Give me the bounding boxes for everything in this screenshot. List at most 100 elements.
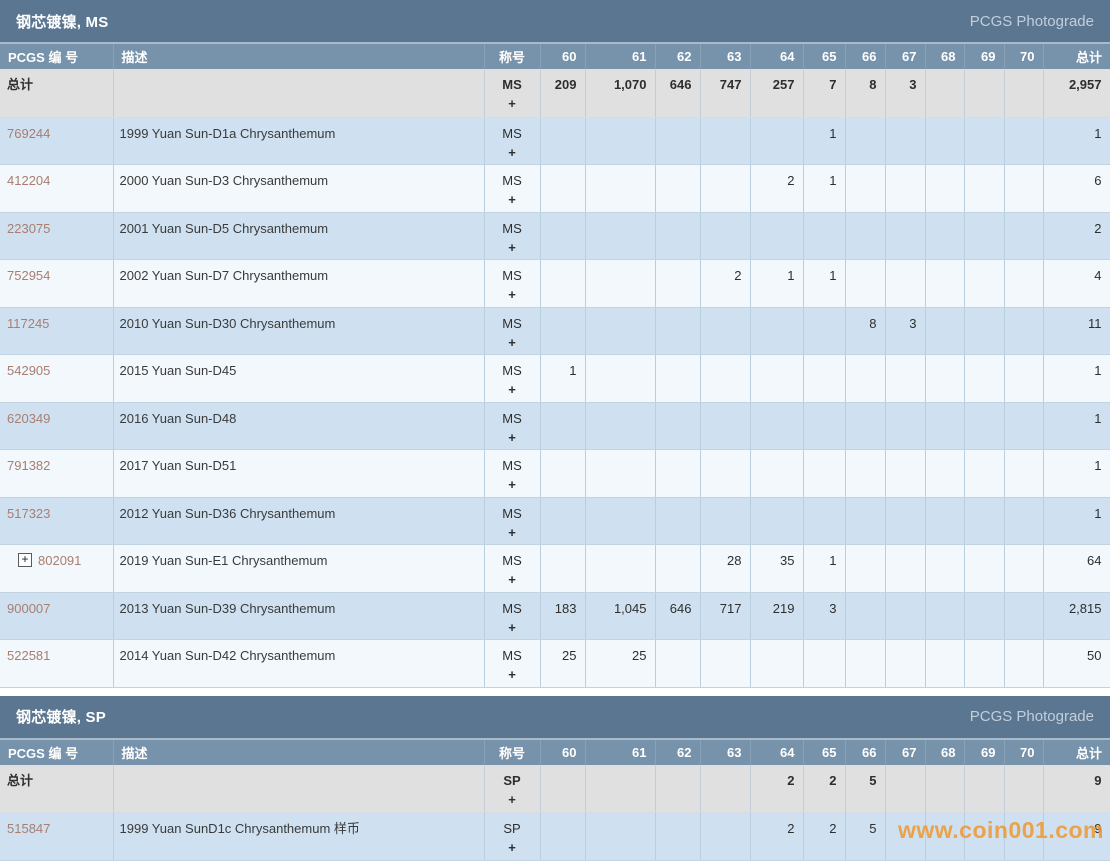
grade-66-cell bbox=[845, 449, 886, 498]
grade-65-cell: 3 bbox=[803, 592, 846, 640]
plus-designation-link[interactable]: + bbox=[508, 619, 516, 635]
table-body: 总计 MS +209 1,070 646 747 257 7 8 3 2,957 769244 1999… bbox=[0, 69, 1110, 688]
designation-link[interactable]: MS bbox=[502, 600, 522, 616]
grade-63-cell bbox=[700, 449, 751, 498]
grade-67-cell: 3 bbox=[885, 69, 926, 118]
grade-65-cell bbox=[803, 307, 846, 355]
designation-cell: MS + bbox=[484, 69, 541, 118]
column-header-grade-61: 61 bbox=[585, 44, 656, 69]
grade-66-cell bbox=[845, 402, 886, 450]
grade-66-cell: 8 bbox=[845, 307, 886, 355]
designation-link[interactable]: MS bbox=[502, 363, 522, 378]
pcgs-number-link[interactable]: 802091 bbox=[38, 553, 82, 568]
plus-designation-link[interactable]: + bbox=[508, 287, 516, 302]
pcgs-number-link[interactable]: 517323 bbox=[7, 505, 51, 521]
photograde-link[interactable]: PCGS Photograde bbox=[969, 12, 1094, 30]
pcgs-number-link[interactable]: 620349 bbox=[7, 410, 51, 426]
designation-link[interactable]: MS bbox=[502, 220, 522, 236]
grade-62-cell bbox=[655, 259, 701, 308]
designation-link[interactable]: MS bbox=[502, 505, 522, 521]
total-cell: 9 bbox=[1043, 812, 1110, 861]
plus-designation-link[interactable]: + bbox=[508, 144, 516, 160]
section-header-ms: 钢芯镀镍, MS PCGS Photograde bbox=[0, 0, 1110, 44]
plus-designation-link[interactable]: + bbox=[508, 96, 516, 111]
designation-link[interactable]: MS bbox=[502, 553, 522, 568]
column-header-grade-70: 70 bbox=[1004, 739, 1044, 765]
population-table-sp: PCGS 编 号描述 称号 60 61 62 63 64 65 66 67 68 69 70 总计 总计 S… bbox=[0, 739, 1110, 861]
pcgs-number-link[interactable]: 223075 bbox=[7, 220, 51, 236]
total-label-cell: 总计 bbox=[0, 69, 114, 118]
grade-65-cell bbox=[803, 354, 846, 403]
plus-designation-link[interactable]: + bbox=[508, 192, 516, 207]
plus-designation-link[interactable]: + bbox=[508, 791, 516, 807]
designation-link[interactable]: SP bbox=[503, 772, 521, 788]
pcgs-number-link[interactable]: 117245 bbox=[7, 315, 50, 331]
grade-60-cell bbox=[540, 307, 586, 355]
grade-70-cell bbox=[1004, 639, 1044, 688]
designation-link[interactable]: SP bbox=[503, 821, 521, 836]
plus-designation-link[interactable]: + bbox=[508, 572, 516, 587]
plus-designation-link[interactable]: + bbox=[508, 667, 516, 682]
section-title: 钢芯镀镍, SP bbox=[16, 709, 106, 726]
designation-link[interactable]: MS bbox=[502, 77, 522, 92]
grade-64-cell bbox=[750, 497, 804, 545]
designation-link[interactable]: MS bbox=[502, 410, 522, 426]
designation-link[interactable]: MS bbox=[502, 268, 522, 283]
total-cell: 11 bbox=[1043, 307, 1110, 355]
grade-64-cell: 1 bbox=[750, 259, 804, 308]
pcgs-number-link[interactable]: 752954 bbox=[7, 268, 51, 283]
grade-65-cell bbox=[803, 449, 846, 498]
pcgs-number-link[interactable]: 769244 bbox=[7, 125, 51, 141]
description-cell: 2002 Yuan Sun-D7 Chrysanthemum bbox=[113, 259, 485, 308]
plus-designation-link[interactable]: + bbox=[508, 239, 516, 255]
pcgs-number-link[interactable]: 412204 bbox=[7, 173, 51, 188]
pcgs-number-link[interactable]: 522581 bbox=[7, 648, 51, 663]
photograde-link[interactable]: PCGS Photograde bbox=[969, 708, 1094, 725]
grade-64-cell bbox=[750, 449, 804, 498]
designation-cell: SP + bbox=[484, 764, 541, 813]
designation-link[interactable]: MS bbox=[502, 173, 522, 188]
column-header-designation: 称号 bbox=[484, 739, 541, 765]
grade-70-cell bbox=[1004, 544, 1044, 593]
plus-designation-link[interactable]: + bbox=[508, 524, 516, 540]
pcgs-number-link[interactable]: 791382 bbox=[7, 458, 51, 473]
column-header-grade-60: 60 bbox=[540, 739, 586, 765]
plus-designation-link[interactable]: + bbox=[508, 334, 516, 350]
grade-62-cell bbox=[655, 764, 701, 813]
column-header-grade-62: 62 bbox=[655, 44, 701, 69]
plus-designation-link[interactable]: + bbox=[508, 429, 516, 445]
plus-designation-link[interactable]: + bbox=[508, 840, 516, 855]
plus-designation-link[interactable]: + bbox=[508, 477, 516, 492]
column-header-grade-62: 62 bbox=[655, 739, 701, 765]
pcgs-number-link[interactable]: 542905 bbox=[7, 363, 51, 378]
column-header-grade-63: 63 bbox=[700, 44, 751, 69]
grade-63-cell bbox=[700, 212, 751, 260]
column-header-total: 总计 bbox=[1043, 44, 1110, 69]
grade-61-cell bbox=[585, 764, 656, 813]
designation-link[interactable]: MS bbox=[502, 125, 522, 141]
grade-68-cell bbox=[925, 354, 965, 403]
designation-link[interactable]: MS bbox=[502, 648, 522, 663]
plus-designation-link[interactable]: + bbox=[508, 382, 516, 397]
pcgs-number-link[interactable]: 900007 bbox=[7, 600, 51, 616]
grade-68-cell bbox=[925, 307, 965, 355]
total-cell: 9 bbox=[1043, 764, 1110, 813]
grade-63-cell: 2 bbox=[700, 259, 751, 308]
grade-68-cell bbox=[925, 497, 965, 545]
description-cell: 2017 Yuan Sun-D51 bbox=[113, 449, 485, 498]
grade-70-cell bbox=[1004, 259, 1044, 308]
column-header-grade-65: 65 bbox=[803, 739, 846, 765]
designation-link[interactable]: MS bbox=[502, 315, 522, 331]
grade-62-cell bbox=[655, 812, 701, 861]
pcgs-number-link[interactable]: 515847 bbox=[7, 821, 51, 836]
table-row: 515847 1999 Yuan SunD1c Chrysanthemum 样币 S… bbox=[0, 812, 1110, 861]
grade-61-cell: 1,045 bbox=[585, 592, 656, 640]
designation-link[interactable]: MS bbox=[502, 458, 522, 473]
pcgs-number-cell: 522581 bbox=[0, 639, 114, 688]
grade-66-cell bbox=[845, 117, 886, 165]
pcgs-number-cell: 752954 bbox=[0, 259, 114, 308]
description-cell: 2013 Yuan Sun-D39 Chrysanthemum bbox=[113, 592, 485, 640]
pcgs-number-cell: 223075 bbox=[0, 212, 114, 260]
expand-icon[interactable]: + bbox=[18, 553, 32, 567]
designation-cell: MS + bbox=[484, 307, 541, 355]
